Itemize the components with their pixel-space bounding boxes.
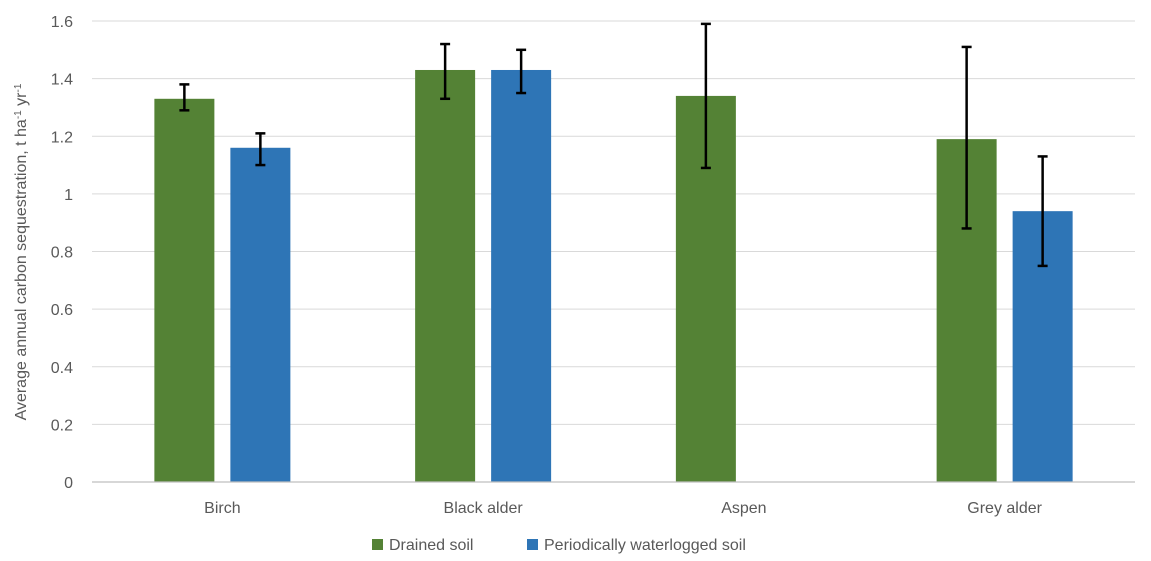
error-bar: [700, 22, 711, 170]
y-tick-label: 0: [64, 475, 73, 492]
bar: [415, 69, 476, 482]
y-tick-label: 1.2: [51, 129, 73, 146]
bar: [491, 69, 552, 482]
legend-item: Periodically waterlogged soil: [527, 537, 746, 554]
y-tick-label: 0.2: [51, 417, 73, 434]
x-tick-label: Grey alder: [967, 500, 1042, 517]
y-axis-title: Average annual carbon sequestration, t h…: [13, 83, 31, 420]
y-tick-label: 0.8: [51, 245, 73, 262]
y-tick-label: 0.6: [51, 302, 73, 319]
error-bar: [255, 132, 266, 167]
legend: Drained soil Periodically waterlogged soi…: [372, 537, 746, 554]
x-tick-label: Aspen: [721, 500, 766, 517]
x-tick-label: Black alder: [444, 500, 524, 517]
bar: [230, 147, 291, 482]
y-tick-label: 0.4: [51, 360, 73, 377]
bar: [154, 98, 215, 482]
bars: [154, 69, 1073, 482]
error-bar: [516, 48, 527, 95]
legend-item: Drained soil: [372, 537, 473, 554]
y-axis-title-mid: yr: [13, 92, 30, 110]
x-tick-label: Birch: [204, 500, 240, 517]
legend-label: Periodically waterlogged soil: [544, 537, 746, 554]
legend-swatch: [527, 539, 538, 550]
legend-label: Drained soil: [389, 537, 473, 554]
legend-swatch: [372, 539, 383, 550]
axes: 0 0.2 0.4 0.6 0.8 1 1.2 1.4 1.6 Birch Black alder A…: [51, 14, 1135, 517]
y-axis-title-sup-1: -1: [13, 110, 24, 119]
error-bar: [1037, 155, 1048, 268]
y-tick-label: 1.6: [51, 14, 73, 31]
y-tick-label: 1.4: [51, 72, 73, 89]
error-bar: [440, 42, 451, 101]
y-axis-title-sup-2: -1: [13, 83, 24, 92]
error-bars: [179, 22, 1048, 268]
error-bar: [179, 83, 190, 112]
y-tick-label: 1: [64, 187, 73, 204]
y-axis-title-main: Average annual carbon sequestration, t h…: [13, 119, 30, 420]
error-bar: [961, 45, 972, 230]
